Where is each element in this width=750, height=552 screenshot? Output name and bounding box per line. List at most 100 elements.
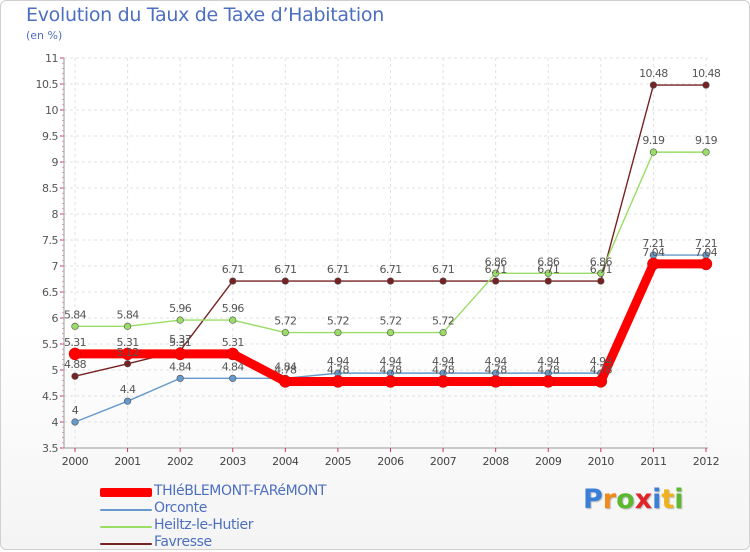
data-point [489, 375, 502, 388]
data-label: 7.21 [642, 237, 664, 250]
data-label: 6.71 [485, 263, 507, 276]
data-point [439, 277, 447, 285]
data-label: 4.78 [379, 363, 402, 376]
data-label: 5.31 [117, 336, 139, 349]
data-label: 6.86 [485, 255, 508, 268]
data-label: 4.94 [379, 355, 402, 368]
y-tick-label: 11 [45, 52, 58, 65]
y-tick-label: 6 [52, 312, 59, 325]
data-label: 4.78 [327, 363, 350, 376]
data-label: 9.19 [642, 134, 665, 147]
data-point [123, 360, 132, 368]
x-tick-label: 2003 [220, 455, 247, 468]
data-point [647, 257, 660, 271]
x-tick-label: 2004 [272, 455, 299, 468]
data-label: 4.84 [222, 360, 245, 373]
y-tick-label: 10.5 [36, 78, 59, 91]
data-point [649, 148, 658, 156]
data-label: 5.31 [222, 336, 244, 349]
data-point [331, 375, 345, 388]
proxiti-logo: Proxiti [583, 484, 684, 515]
legend-swatch-thieblemont [100, 488, 152, 497]
data-label: 10.48 [692, 67, 721, 80]
data-label: 6.86 [537, 255, 560, 268]
data-point [173, 347, 187, 361]
data-label: 10.48 [639, 67, 668, 80]
data-label: 6.71 [327, 263, 349, 276]
legend-swatch-heiltz [100, 526, 152, 528]
data-label: 9.19 [695, 134, 718, 147]
y-tick-label: 10 [45, 104, 58, 117]
data-point [229, 316, 237, 324]
y-tick-label: 7 [52, 260, 59, 273]
data-label: 4.94 [327, 355, 350, 368]
legend-label-thieblemont: THIéBLEMONT-FARéMONT [154, 483, 327, 499]
data-label: 5.84 [117, 308, 140, 321]
data-label: 4.94 [590, 355, 613, 368]
data-point [229, 277, 237, 285]
data-point [71, 322, 79, 330]
data-label: 4.78 [274, 363, 297, 376]
legend-label-heiltz: Heiltz-le-Hutier [154, 517, 254, 533]
data-point [334, 277, 342, 285]
y-tick-label: 5.5 [42, 338, 58, 351]
x-tick-label: 2001 [114, 455, 140, 468]
data-point [492, 269, 500, 277]
y-tick-label: 9.5 [42, 130, 58, 143]
data-label: 6.86 [590, 255, 613, 268]
legend-swatch-favresse [100, 543, 152, 545]
data-label: 5.31 [64, 336, 86, 349]
x-tick-label: 2002 [167, 455, 193, 468]
logo-letter: t [661, 484, 675, 515]
data-label: 5.84 [64, 308, 87, 321]
data-label: 4.78 [485, 363, 508, 376]
x-tick-label: 2010 [588, 455, 615, 468]
data-label: 4.78 [590, 363, 613, 376]
data-point [226, 347, 239, 361]
data-point [594, 375, 608, 388]
data-label: 5.12 [117, 346, 139, 359]
data-point [436, 375, 450, 388]
y-tick-label: 7.5 [42, 234, 58, 247]
data-point [386, 277, 395, 285]
x-tick-label: 2007 [430, 455, 457, 468]
y-tick-label: 8 [52, 208, 59, 221]
data-point [281, 328, 289, 337]
y-tick-label: 5 [52, 364, 59, 377]
y-tick-label: 6.5 [42, 286, 58, 299]
legend-label-favresse: Favresse [154, 534, 212, 550]
logo-letter: i [652, 484, 662, 515]
data-label: 5.96 [222, 302, 245, 315]
data-point [279, 375, 292, 388]
chart-unit-label: (en %) [26, 29, 63, 42]
y-tick-label: 9 [52, 156, 59, 169]
x-tick-label: 2000 [62, 455, 89, 468]
data-label: 4.78 [537, 363, 560, 376]
data-point [121, 347, 134, 361]
data-label: 6.71 [432, 263, 454, 276]
data-point [229, 374, 237, 382]
data-label: 4 [72, 404, 79, 417]
data-point [597, 277, 605, 285]
x-tick-label: 2005 [325, 455, 352, 468]
logo-letter: P [583, 484, 603, 515]
data-point [544, 277, 552, 285]
legend-swatch-orconte [100, 509, 152, 511]
data-label: 6.71 [379, 263, 401, 276]
data-label: 5.72 [327, 315, 349, 328]
x-tick-label: 2012 [693, 455, 719, 468]
data-point [176, 374, 184, 382]
x-tick-label: 2011 [640, 455, 666, 468]
logo-letter: i [674, 484, 684, 515]
data-label: 7.21 [695, 237, 717, 250]
x-tick-label: 2008 [482, 455, 509, 468]
data-point [492, 277, 500, 285]
data-point [386, 328, 395, 337]
y-tick-label: 4 [52, 416, 59, 429]
logo-letter: r [602, 484, 617, 515]
data-label: 4.84 [274, 360, 297, 373]
data-label: 6.71 [274, 263, 296, 276]
data-label: 5.37 [169, 333, 192, 346]
data-label: 5.96 [169, 302, 192, 315]
y-tick-label: 8.5 [42, 182, 58, 195]
